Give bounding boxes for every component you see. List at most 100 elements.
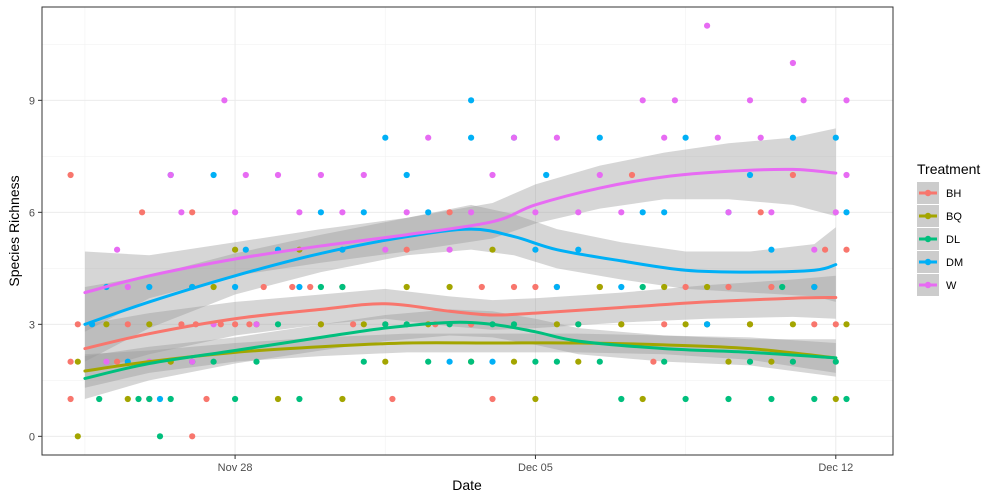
data-point-dm: [618, 283, 625, 291]
data-point-w: [317, 171, 324, 179]
data-point-dm: [543, 171, 550, 179]
data-point-dm: [156, 395, 164, 403]
data-point-w: [124, 283, 131, 291]
data-point-w: [832, 209, 839, 216]
data-point-bh: [139, 209, 146, 216]
data-point-bh: [260, 283, 267, 291]
data-point-dl: [382, 321, 389, 328]
data-point-dm: [317, 209, 324, 216]
data-point-bq: [832, 395, 839, 403]
legend-label-w: W: [946, 280, 957, 292]
data-point-w: [189, 358, 196, 365]
data-point-dm: [468, 134, 475, 141]
data-point-bh: [725, 283, 732, 291]
data-point-w: [382, 246, 389, 253]
legend-point-dm: [924, 258, 932, 266]
data-point-bq: [210, 283, 217, 291]
data-point-bh: [757, 209, 764, 216]
data-point-bq: [575, 358, 582, 365]
data-point-bq: [360, 321, 367, 328]
data-point-w: [339, 209, 346, 216]
data-point-dm: [768, 246, 775, 253]
data-point-dm: [639, 209, 646, 216]
data-point-w: [167, 171, 174, 179]
data-point-w: [661, 134, 668, 141]
legend-point-bq: [924, 212, 932, 220]
data-point-bh: [74, 321, 81, 328]
data-point-bh: [832, 321, 839, 328]
data-point-dl: [639, 283, 646, 291]
data-point-w: [639, 97, 646, 104]
trend-lines: [83, 167, 838, 380]
data-point-bh: [661, 321, 668, 328]
data-point-dm: [468, 97, 475, 104]
data-point-dl: [779, 283, 786, 291]
data-point-w: [510, 134, 518, 141]
data-point-dl: [768, 395, 775, 403]
data-point-bh: [789, 171, 797, 179]
data-point-dm: [146, 283, 153, 291]
data-point-dl: [725, 395, 732, 403]
data-point-w: [103, 358, 110, 365]
y-tick-label: 0: [29, 431, 35, 443]
data-point-dm: [843, 209, 850, 216]
data-point-w: [746, 97, 754, 104]
data-point-dl: [339, 283, 346, 291]
data-point-dl: [96, 395, 103, 403]
x-tick-label: Dec 12: [818, 462, 853, 474]
data-point-bq: [124, 395, 131, 403]
y-axis: 0 3 6 9: [29, 95, 42, 443]
data-point-w: [704, 22, 711, 29]
data-point-w: [403, 209, 410, 216]
data-point-dl: [661, 358, 668, 365]
x-tick-label: Nov 28: [218, 462, 253, 474]
data-point-dl: [553, 358, 561, 365]
legend-point-w: [924, 281, 932, 289]
data-point-bh: [189, 209, 196, 216]
data-point-w: [296, 209, 303, 216]
trend-line-dm: [83, 227, 838, 326]
data-point-bh: [246, 321, 253, 328]
data-point-bq: [339, 395, 346, 403]
data-point-dl: [532, 358, 539, 365]
data-point-bh: [403, 246, 410, 253]
data-point-w: [843, 97, 850, 104]
data-point-bh: [124, 321, 131, 328]
data-point-dl: [596, 358, 603, 365]
data-point-bh: [510, 283, 518, 291]
plot-panel-border: [41, 6, 894, 456]
data-point-w: [768, 209, 775, 216]
data-point-dl: [360, 358, 367, 365]
data-point-w: [178, 209, 185, 216]
y-tick-label: 9: [29, 95, 35, 107]
data-point-w: [242, 171, 249, 179]
data-point-bh: [67, 358, 74, 365]
data-point-w: [800, 97, 807, 104]
data-point-bh: [478, 283, 485, 291]
data-point-bh: [217, 321, 224, 328]
trend-line-dl: [83, 320, 838, 380]
legend-label-dl: DL: [946, 234, 960, 246]
data-point-w: [468, 209, 475, 216]
data-point-dm: [425, 209, 432, 216]
data-point-w: [232, 209, 239, 216]
data-point-dl: [317, 283, 324, 291]
data-point-bh: [203, 395, 210, 403]
x-axis: Nov 28 Dec 05 Dec 12: [218, 455, 853, 474]
data-point-dm: [532, 246, 539, 253]
data-point-bh: [489, 395, 496, 403]
data-point-dl: [811, 395, 818, 403]
data-point-dl: [146, 395, 153, 403]
data-point-bq: [274, 395, 282, 403]
data-point-dm: [446, 358, 453, 365]
data-point-bh: [446, 209, 453, 216]
data-point-w: [811, 246, 818, 253]
data-point-dl: [789, 358, 797, 365]
data-point-bh: [67, 395, 74, 403]
confidence-band-dm: [84, 204, 836, 362]
data-point-w: [253, 321, 260, 328]
data-point-dl: [296, 395, 303, 403]
data-point-w: [532, 209, 539, 216]
data-point-dm: [242, 246, 249, 253]
